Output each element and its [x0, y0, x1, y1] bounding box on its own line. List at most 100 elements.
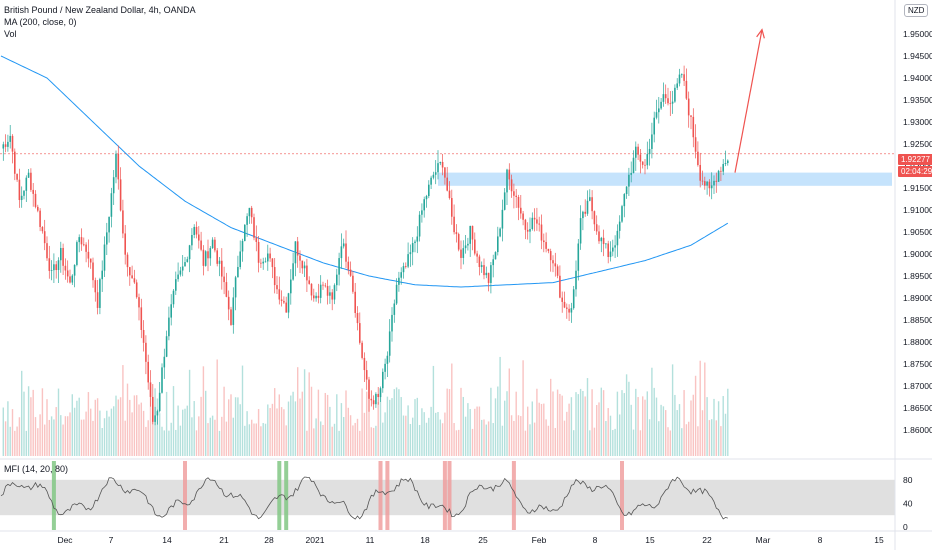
volume-bar — [540, 403, 543, 456]
volume-bar — [370, 427, 372, 456]
candle — [547, 248, 550, 254]
volume-bar — [211, 415, 214, 456]
candle — [264, 257, 267, 263]
candle — [497, 226, 499, 256]
volume-bar — [276, 408, 278, 456]
currency-button[interactable]: NZD — [904, 4, 929, 17]
candle — [641, 161, 644, 169]
volume-bar — [308, 372, 310, 456]
volume-bar — [517, 415, 520, 456]
volume-bar — [609, 415, 612, 456]
price-axis[interactable]: 1.86000 1.86500 1.87000 1.87500 1.88000 1.885… — [903, 29, 932, 435]
volume-bar — [648, 419, 651, 456]
candle — [538, 216, 540, 232]
candle — [556, 264, 559, 279]
candle — [503, 188, 506, 211]
volume-bar — [715, 420, 717, 456]
volume-bar — [660, 404, 662, 456]
volume-bar — [467, 403, 469, 456]
volume-legend[interactable]: Vol — [4, 29, 17, 39]
candle — [361, 340, 363, 360]
volume-bar — [152, 419, 154, 456]
candle — [510, 174, 513, 198]
volume-bar — [69, 412, 71, 456]
candle — [391, 307, 393, 342]
candle — [198, 226, 200, 249]
candle — [16, 173, 18, 182]
volume-bar — [23, 391, 25, 456]
volume-bar — [598, 402, 600, 456]
candle — [89, 258, 92, 269]
candle — [566, 303, 568, 319]
volume-bar — [106, 410, 108, 456]
volume-bar — [14, 430, 16, 456]
volume-bar — [674, 394, 676, 456]
volume-bar — [586, 378, 589, 456]
volume-bar — [545, 419, 547, 456]
candle — [425, 194, 428, 208]
candle — [237, 255, 239, 278]
volume-bar — [575, 392, 577, 456]
candle — [453, 204, 455, 235]
candle — [423, 196, 425, 218]
volume-bar — [717, 401, 720, 456]
price-tick-label: 1.88500 — [903, 315, 932, 325]
price-tick-label: 1.90500 — [903, 227, 932, 237]
volume-bar — [83, 419, 85, 456]
price-tick-label: 1.94000 — [903, 73, 932, 83]
volume-bar — [253, 423, 255, 456]
volume-bar — [140, 402, 142, 456]
volume-bar — [481, 419, 483, 456]
candle — [342, 238, 345, 249]
candle — [78, 234, 80, 253]
candle — [202, 245, 205, 276]
volume-bar — [30, 397, 32, 456]
mfi-legend[interactable]: MFI (14, 20, 80) — [4, 464, 69, 474]
candle — [57, 257, 60, 284]
ma-legend[interactable]: MA (200, close, 0) — [4, 17, 77, 27]
candle — [478, 254, 481, 276]
candle — [7, 134, 9, 152]
volume-bar — [363, 412, 366, 456]
candle — [623, 193, 626, 218]
candle — [133, 269, 136, 284]
candle — [110, 187, 113, 228]
price-tick-label: 1.91500 — [903, 183, 932, 193]
candle — [533, 208, 536, 232]
volume-bar — [692, 394, 694, 456]
candle — [655, 99, 658, 120]
volume-bar — [655, 397, 658, 456]
price-tick-label: 1.87500 — [903, 359, 932, 369]
candle — [126, 252, 129, 277]
volume-bar — [527, 406, 529, 456]
volume-bar — [409, 423, 412, 456]
candle — [501, 199, 504, 242]
volume-bar — [317, 389, 320, 456]
candle — [676, 78, 678, 91]
volume-bar — [701, 410, 704, 456]
candle — [372, 395, 375, 410]
candle — [158, 381, 161, 413]
volume-bar — [142, 410, 145, 456]
candle — [154, 406, 156, 426]
candle — [225, 272, 228, 298]
time-axis[interactable]: Dec 7 14 21 28 2021 11 18 25 Feb 8 15 22 Mar 8 15 — [57, 535, 884, 545]
candle — [669, 91, 672, 117]
volume-bar — [469, 409, 471, 456]
candle — [80, 228, 83, 251]
candle — [101, 260, 103, 292]
candle — [207, 239, 209, 272]
volume-bar — [713, 398, 715, 456]
candle — [336, 268, 338, 292]
price-tick-label: 1.89000 — [903, 293, 932, 303]
candle — [382, 368, 384, 393]
volume-bar — [255, 423, 257, 456]
volume-bar — [400, 397, 402, 456]
candle — [460, 240, 462, 270]
price-tick-label: 1.94500 — [903, 51, 932, 61]
candle — [667, 87, 669, 106]
time-tick-label: 21 — [219, 535, 229, 545]
volume-bar — [441, 423, 444, 456]
candle — [241, 238, 244, 262]
